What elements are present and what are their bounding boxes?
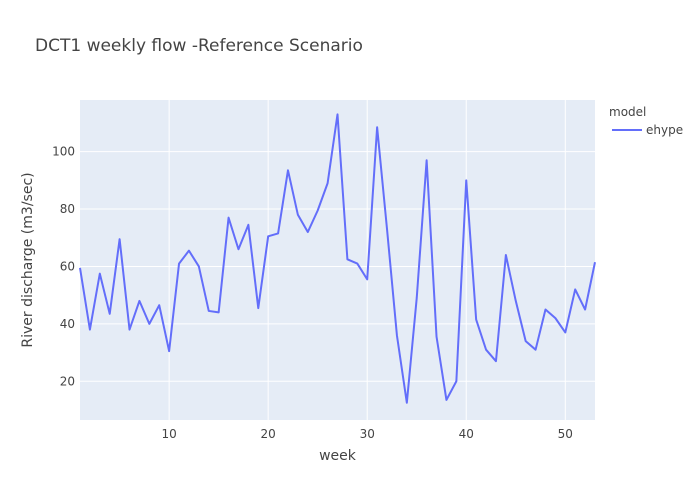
y-tick-label: 60 [60, 259, 75, 273]
y-tick-label: 80 [60, 202, 75, 216]
legend[interactable]: model ehype [609, 105, 683, 137]
x-tick-label: 50 [558, 427, 573, 441]
plot-area [80, 100, 595, 420]
x-axis-title: week [319, 448, 357, 464]
x-tick-label: 10 [161, 427, 176, 441]
x-tick-label: 40 [459, 427, 474, 441]
y-tick-label: 40 [60, 317, 75, 331]
legend-title: model [609, 105, 646, 119]
y-tick-label: 20 [60, 374, 75, 388]
y-axis-ticks: 20 40 60 80 100 [52, 145, 75, 389]
gridlines [80, 100, 595, 420]
y-tick-label: 100 [52, 145, 75, 159]
x-tick-label: 30 [360, 427, 375, 441]
legend-label-ehype[interactable]: ehype [646, 123, 683, 137]
series-line-ehype[interactable] [79, 113, 596, 404]
x-axis-ticks: 10 20 30 40 50 [161, 427, 572, 441]
y-axis-title: River discharge (m3/sec) [20, 172, 36, 347]
x-tick-label: 20 [261, 427, 276, 441]
series-layer [79, 113, 596, 404]
chart-title: DCT1 weekly flow -Reference Scenario [35, 36, 363, 56]
